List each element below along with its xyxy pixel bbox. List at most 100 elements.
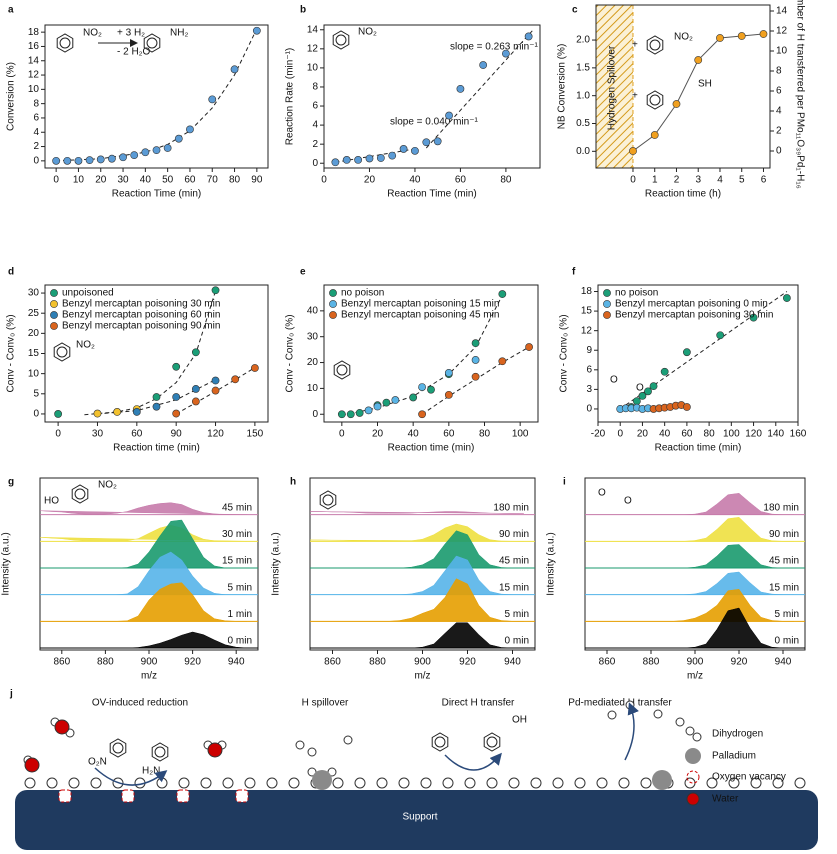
x-tick-label: 3 [695,175,701,186]
y-tick-label: 3 [586,384,592,395]
data-point [501,49,510,58]
spectrum [309,523,524,542]
data-point [650,131,659,139]
y-tick-label: 16 [28,41,40,52]
surface-atom [398,777,410,789]
surface-atom [706,777,718,789]
chem-label: O₂N [88,757,107,768]
fit-line [425,29,534,149]
y-axis-label: Conv - Conv₀ (%) [559,314,570,392]
data-point [211,286,220,295]
legend-text: no poison [615,288,658,299]
y-tick-label: 20 [307,357,319,368]
x-tick-label: 40 [408,429,420,440]
data-point [759,30,768,38]
hydrogen [307,747,317,757]
data-point [337,410,346,419]
x-tick-label: 4 [717,175,723,186]
surface-atom [332,777,344,789]
y-tick-label: 14 [307,24,319,35]
legend-marker [329,311,337,319]
surface-atom [684,777,696,789]
y2-tick-label: 4 [776,106,782,117]
data-point [54,410,63,418]
data-point [208,95,217,104]
x-axis-label: Reaction time (min) [655,443,742,454]
y-tick-label: 12 [28,70,40,81]
data-point [525,343,533,351]
x-tick-label: 900 [141,657,158,668]
ring-circle [335,34,347,46]
trace-label: 5 min [775,609,799,620]
ring-circle [59,37,71,49]
annotation: O [598,488,606,499]
surface-atom [794,777,806,789]
surface-atom [178,777,190,789]
data-point [163,144,172,152]
panel: c0 1 2 3 4 5 60.00.51.01.52.002468101214Reacti… [557,0,806,200]
ring-circle [336,364,348,376]
data-point [130,151,139,160]
panel: e 0 20 40 60 80 100 0 10 20 30 40 Reaction time (min… [285,267,539,454]
y2-tick-label: 10 [776,46,788,57]
spectrum [585,493,794,515]
x-axis-label: m/z [414,671,430,682]
trace-label: 5 min [228,582,252,593]
hydrogen [343,735,353,745]
data-point [63,156,72,165]
x-axis-label: Reaction Time (min) [112,189,201,200]
hydrogen [607,710,617,720]
trace-label: 15 min [769,582,799,593]
data-point [132,408,141,416]
surface-atom [574,777,586,789]
trace-label: 0 min [775,636,799,647]
trace-label: 90 min [769,529,799,540]
x-tick-label: 80 [704,429,716,440]
x-tick-label: 20 [95,175,107,186]
y-tick-label: 15 [28,348,40,359]
y2-tick-label: 12 [776,26,788,37]
annotation: NO₂ [358,27,377,38]
y-axis-label: Conv - Conv₀ (%) [285,314,296,392]
y-tick-label: 8 [312,82,318,93]
y-tick-label: 4 [33,127,39,138]
panel: h 860 880 900 920 940 m/z Intensity (a.u.) 180 m… [271,477,536,682]
hydrogen [653,709,663,719]
support [15,790,818,850]
data-point [471,372,480,381]
legend-marker [329,300,337,308]
x-tick-label: 20 [372,429,384,440]
annotation: O [636,383,644,394]
benzene-ring [53,342,71,362]
surface-atom [200,777,212,789]
x-tick-label: 860 [599,657,616,668]
annotation: SH [698,79,712,90]
y-tick-label: 12 [307,43,319,54]
data-point [74,156,83,165]
data-point [418,410,426,419]
x-tick-label: 140 [767,429,784,440]
panel-letter: j [9,689,13,700]
data-point [252,26,261,35]
x-tick-label: 80 [479,429,491,440]
plot-frame [323,284,539,423]
y-tick-label: 0.0 [576,146,590,157]
oxygen-vacancy [121,789,135,803]
x-tick-label: 50 [162,175,174,186]
panel-letter: h [290,477,296,488]
x-tick-label: -20 [591,429,606,440]
data-point [354,155,363,164]
legend-text: Benzyl mercaptan poisoning 45 min [341,310,499,321]
y-tick-label: 15 [581,306,593,317]
data-point [364,406,373,415]
x-tick-label: 900 [414,657,431,668]
y-tick-label: 0 [33,155,39,166]
data-point [331,158,340,167]
data-point [152,402,161,411]
x-tick-label: 940 [775,657,792,668]
x-tick-label: 0 [53,175,59,186]
y-tick-label: 20 [28,328,40,339]
surface-atom [728,777,740,789]
legend-text: Dihydrogen [712,729,763,740]
annotation: - 2 H₂O [117,47,151,58]
